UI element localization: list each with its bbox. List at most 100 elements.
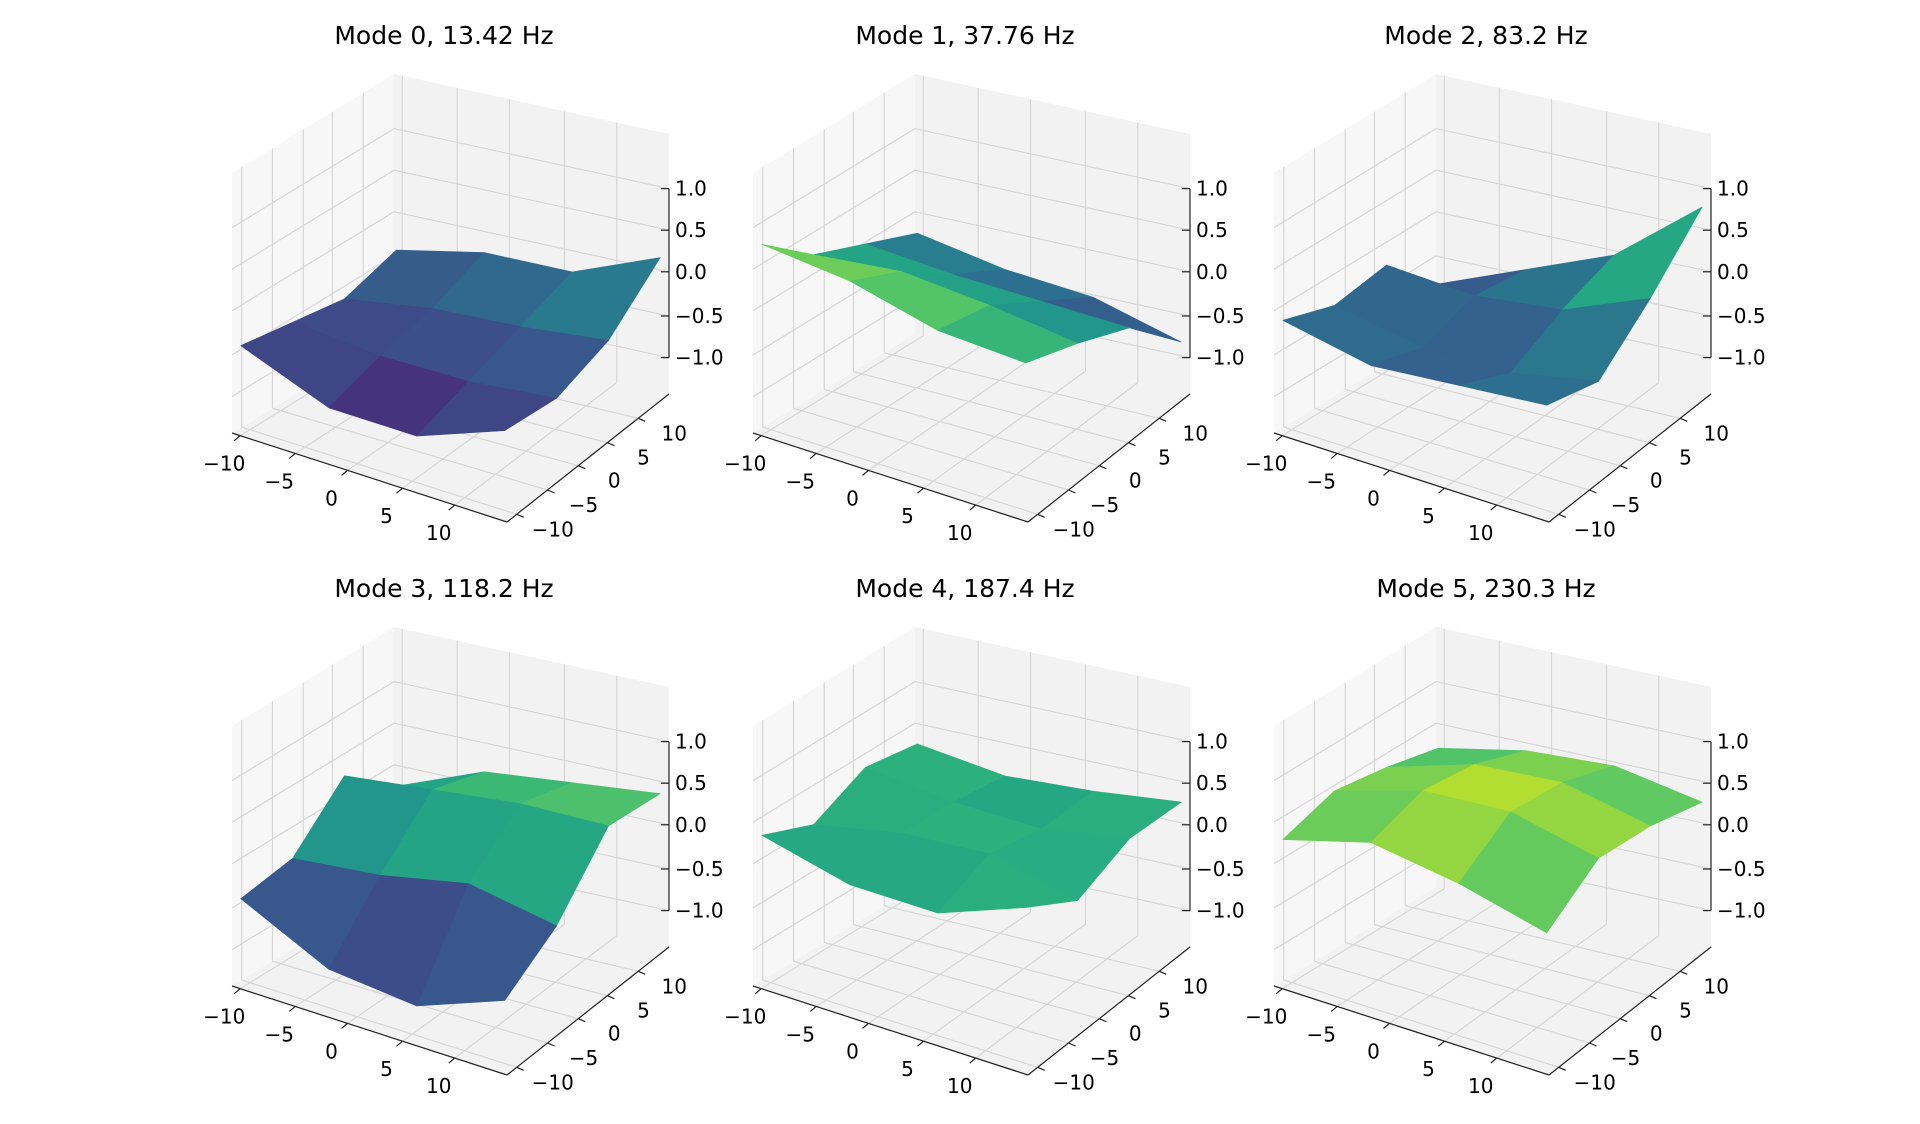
y-tick-mark-4	[516, 513, 524, 518]
x-tick-mark-3	[1438, 487, 1445, 494]
subplot-1: −10−505101050−5−101.00.50.0−0.5−1.0Mode …	[724, 21, 1244, 545]
floor-grid-y-2	[1345, 941, 1621, 1020]
y-tick-mark-0	[1158, 970, 1167, 975]
surface	[1282, 206, 1703, 406]
x-tick-label-2: 0	[846, 486, 859, 510]
x-tick-label-1: −5	[1307, 469, 1336, 493]
floor-grid-y-3	[1374, 371, 1650, 444]
floor-grid-y-3	[1374, 924, 1650, 997]
x-tick-mark-2	[341, 469, 348, 476]
x-tick-mark-2	[1383, 469, 1390, 476]
y-tick-mark-3	[1589, 489, 1597, 494]
x-tick-mark-0	[754, 435, 762, 442]
x-tick-label-1: −5	[265, 1022, 294, 1046]
floor-grid-x-3	[923, 923, 1086, 1042]
floor-grid-y-1	[793, 407, 1069, 491]
y-tick-label-3: −5	[1611, 493, 1640, 517]
z-tick-label-4: −1.0	[1717, 346, 1766, 370]
wall-grid-z-3	[752, 169, 1191, 270]
floor-grid-x-3	[923, 370, 1086, 489]
x-tick-mark-4	[969, 1057, 977, 1064]
floor-grid-y-4	[884, 905, 1160, 972]
x-tick-mark-0	[233, 988, 241, 995]
y-tick-label-4: −10	[532, 517, 574, 541]
y-axis-line	[1027, 946, 1191, 1076]
y-tick-mark-1	[1128, 442, 1136, 447]
x-axis-line	[1273, 985, 1550, 1076]
y-tick-label-0: 10	[661, 421, 686, 445]
y-tick-label-0: 10	[1703, 974, 1728, 998]
x-tick-label-4: 10	[947, 521, 972, 545]
z-tick-label-0: 1.0	[675, 177, 707, 201]
z-tick-label-1: 0.5	[1196, 771, 1228, 795]
wall-grid-z-4	[752, 127, 1191, 229]
y-tick-label-1: 5	[1158, 446, 1171, 470]
floor-grid-y-3	[853, 924, 1129, 997]
x-axis-line	[231, 985, 508, 1076]
y-tick-label-4: −10	[1574, 1070, 1616, 1094]
wall-grid-z-4	[231, 127, 670, 229]
floor-grid-x-4	[975, 935, 1139, 1059]
y-tick-label-3: −5	[1611, 1046, 1640, 1070]
y-tick-label-2: 0	[608, 1022, 621, 1046]
floor-grid-x-4	[975, 382, 1139, 506]
z-tick-label-0: 1.0	[1196, 177, 1228, 201]
y-tick-mark-4	[1037, 1066, 1045, 1071]
y-tick-label-0: 10	[1703, 421, 1728, 445]
y-tick-label-3: −5	[569, 493, 598, 517]
x-tick-label-1: −5	[786, 1022, 815, 1046]
surface	[761, 743, 1182, 914]
y-axis-line	[1548, 946, 1712, 1076]
x-tick-label-3: 5	[1422, 504, 1435, 528]
surface	[1282, 747, 1703, 934]
surface	[240, 771, 661, 1007]
z-tick-label-0: 1.0	[1717, 177, 1749, 201]
y-tick-mark-3	[547, 1042, 555, 1047]
z-tick-label-3: −0.5	[675, 857, 724, 881]
y-tick-label-4: −10	[1053, 1070, 1095, 1094]
wall-grid-z-2	[231, 211, 670, 312]
floor-grid-y-0	[762, 426, 1038, 515]
x-tick-mark-3	[396, 487, 403, 494]
z-tick-label-2: 0.0	[1717, 813, 1749, 837]
surface-face-0-2	[1458, 811, 1599, 934]
floor-pane	[1274, 887, 1711, 1075]
x-axis-line	[1273, 432, 1550, 523]
z-tick-label-2: 0.0	[1717, 260, 1749, 284]
y-tick-mark-1	[1649, 442, 1657, 447]
x-tick-mark-1	[809, 1006, 817, 1012]
x-tick-label-2: 0	[325, 1039, 338, 1063]
x-tick-label-1: −5	[786, 469, 815, 493]
floor-grid-x-0	[1281, 888, 1445, 990]
floor-grid-y-1	[1314, 960, 1590, 1044]
wall-grid-z-4	[1273, 680, 1712, 782]
y-tick-mark-4	[1558, 1066, 1566, 1071]
y-tick-label-1: 5	[1679, 446, 1692, 470]
z-tick-label-1: 0.5	[1717, 771, 1749, 795]
floor-grid-x-4	[1496, 935, 1660, 1059]
y-tick-mark-4	[516, 1066, 524, 1071]
y-tick-label-1: 5	[1158, 999, 1171, 1023]
subplot-title: Mode 0, 13.42 Hz	[334, 21, 553, 50]
z-tick-label-0: 1.0	[1717, 730, 1749, 754]
floor-grid-y-2	[824, 388, 1100, 467]
floor-grid-x-0	[760, 335, 924, 437]
x-tick-mark-4	[448, 1057, 456, 1064]
y-axis-line	[506, 393, 670, 523]
y-tick-label-2: 0	[1650, 469, 1663, 493]
z-tick-label-3: −0.5	[1717, 304, 1766, 328]
y-tick-mark-0	[637, 970, 646, 975]
x-tick-mark-3	[396, 1040, 403, 1047]
y-tick-label-4: −10	[1053, 517, 1095, 541]
y-tick-mark-3	[1068, 1042, 1076, 1047]
floor-grid-x-2	[868, 358, 1031, 471]
subplot-title: Mode 1, 37.76 Hz	[855, 21, 1074, 50]
x-tick-mark-2	[341, 1022, 348, 1029]
x-tick-label-4: 10	[426, 521, 451, 545]
y-tick-label-3: −5	[1090, 1046, 1119, 1070]
y-tick-mark-3	[547, 489, 555, 494]
y-axis-line	[1027, 393, 1191, 523]
x-tick-label-0: −10	[203, 452, 245, 476]
x-tick-mark-3	[1438, 1040, 1445, 1047]
